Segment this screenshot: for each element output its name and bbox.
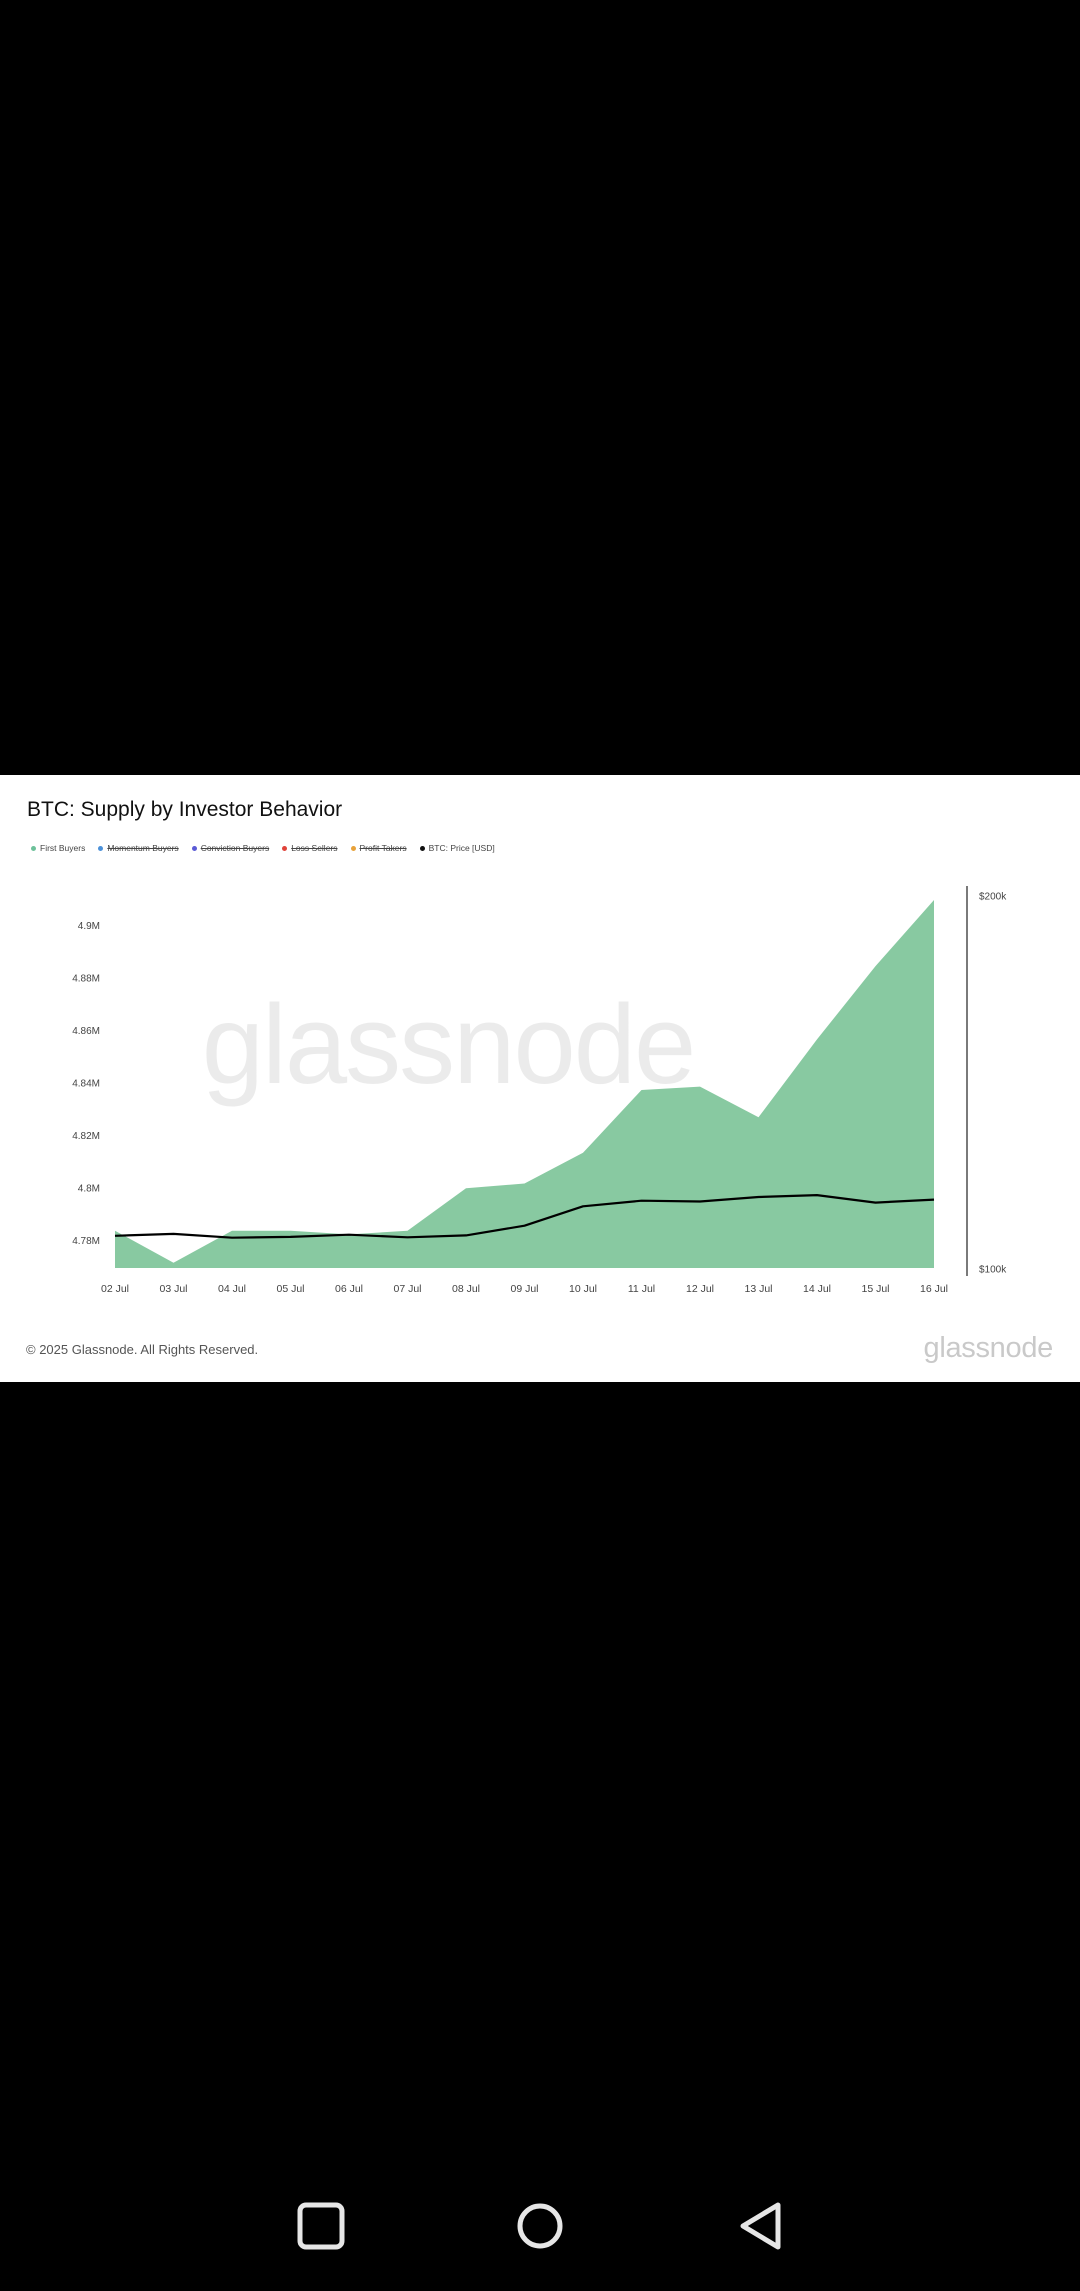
legend-label: Loss Sellers (291, 843, 338, 853)
legend-item[interactable]: Momentum Buyers (98, 843, 179, 853)
system-navigation-bar (0, 2180, 1080, 2270)
x-tick-label: 12 Jul (686, 1283, 714, 1295)
x-tick-label: 11 Jul (628, 1283, 655, 1295)
first-buyers-area (115, 900, 934, 1268)
x-tick-label: 13 Jul (744, 1283, 772, 1295)
legend-swatch (419, 845, 425, 851)
x-tick-label: 08 Jul (452, 1283, 480, 1295)
legend-label: Momentum Buyers (107, 843, 179, 853)
y-left-tick-label: 4.9M (78, 921, 100, 932)
y-left-tick-label: 4.86M (72, 1026, 100, 1037)
copyright-text: © 2025 Glassnode. All Rights Reserved. (26, 1342, 259, 1357)
x-tick-label: 16 Jul (920, 1283, 948, 1295)
legend-swatch (191, 845, 197, 851)
x-tick-label: 04 Jul (218, 1283, 246, 1295)
chart-plot: glassnode 4.78M 4.8M 4.82M 4.84M 4.86M 4.88M 4… (72, 886, 1007, 1295)
legend-label: Profit Takers (359, 843, 407, 853)
x-tick-label: 06 Jul (335, 1283, 363, 1295)
btc-price-line (114, 1194, 935, 1239)
triangle-back-icon[interactable] (735, 2200, 787, 2252)
legend-label: First Buyers (40, 843, 86, 853)
x-tick-label: 05 Jul (276, 1283, 304, 1295)
y-left-tick-label: 4.82M (72, 1131, 100, 1142)
legend-item[interactable]: Conviction Buyers (191, 843, 270, 853)
chart-legend: First Buyers Momentum Buyers Conviction Bu… (31, 843, 508, 853)
chart-title: BTC: Supply by Investor Behavior (27, 798, 343, 821)
x-tick-label: 02 Jul (101, 1283, 129, 1295)
square-icon[interactable] (295, 2200, 347, 2252)
x-tick-label: 15 Jul (861, 1283, 889, 1295)
legend-item[interactable]: Loss Sellers (282, 843, 338, 853)
legend-swatch (282, 845, 288, 851)
x-tick-label: 07 Jul (393, 1283, 421, 1295)
y-left-tick-label: 4.88M (72, 974, 100, 985)
x-tick-label: 09 Jul (510, 1283, 538, 1295)
y-left-tick-label: 4.8M (78, 1183, 100, 1194)
x-tick-label: 03 Jul (159, 1283, 187, 1295)
legend-item[interactable]: Profit Takers (350, 843, 407, 853)
legend-item[interactable]: First Buyers (31, 843, 85, 853)
legend-swatch (31, 845, 36, 851)
x-tick-label: 10 Jul (569, 1283, 597, 1295)
y-left-tick-label: 4.84M (72, 1079, 100, 1090)
watermark-text: glassnode (202, 982, 695, 1107)
y-right-tick-label: $100k (979, 1265, 1007, 1276)
legend-swatch (350, 845, 356, 851)
circle-icon[interactable] (514, 2200, 566, 2252)
glassnode-logo: glassnode (923, 1332, 1053, 1364)
legend-swatch (98, 845, 104, 851)
legend-label: Conviction Buyers (200, 843, 270, 853)
legend-item[interactable]: BTC: Price [USD] (419, 843, 495, 853)
y-left-tick-label: 4.78M (72, 1236, 100, 1247)
x-tick-label: 14 Jul (803, 1283, 831, 1295)
chart-panel: BTC: Supply by Investor Behavior First B… (0, 775, 1080, 1382)
legend-label: BTC: Price [USD] (428, 843, 495, 853)
y-right-tick-label: $200k (979, 892, 1007, 903)
